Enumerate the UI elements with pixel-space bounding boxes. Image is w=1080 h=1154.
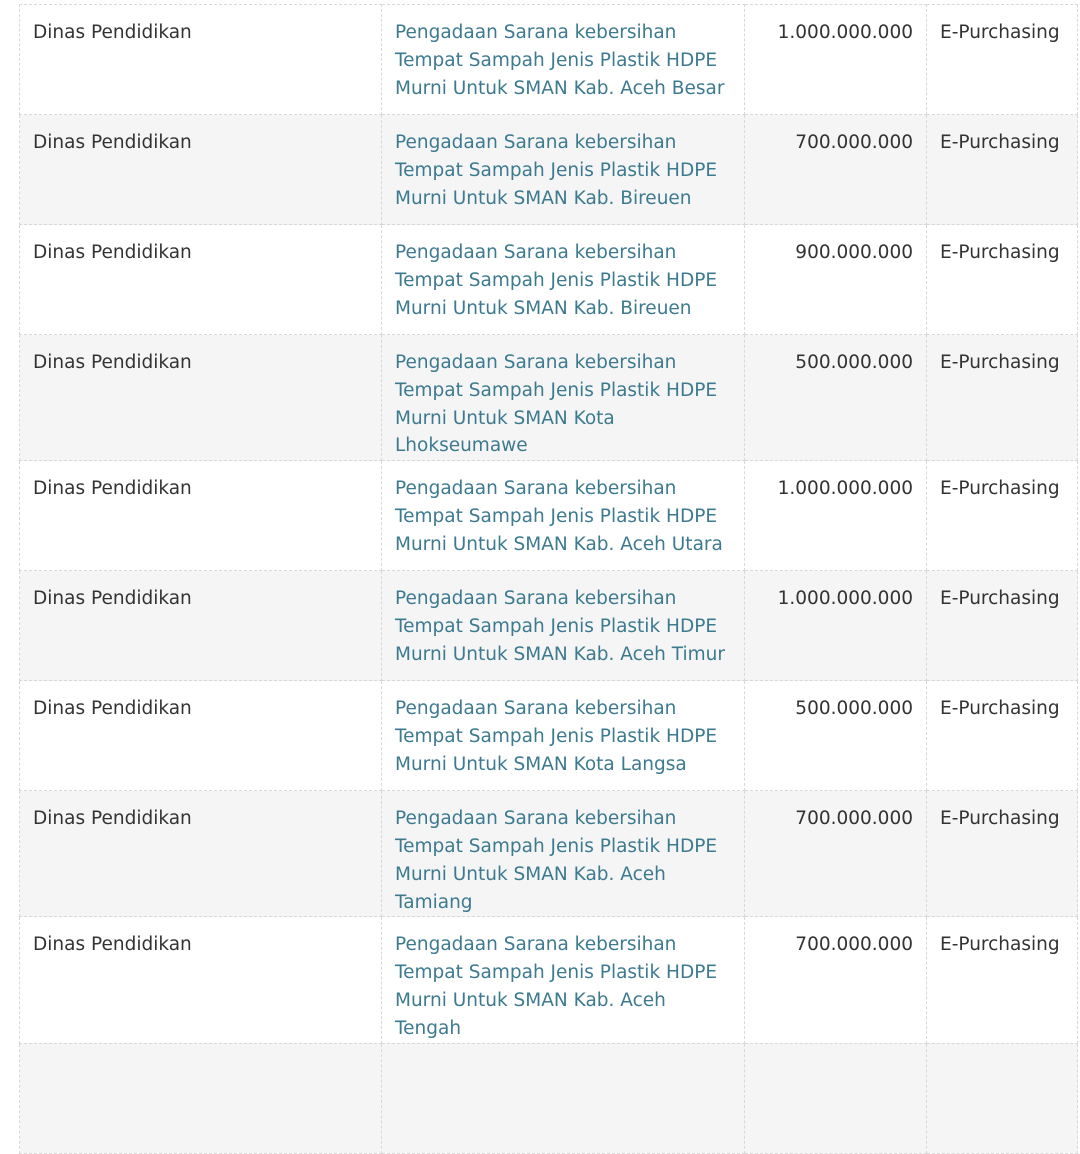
- unit-cell: Dinas Pendidikan: [19, 224, 382, 335]
- table-row: Dinas Pendidikan Pengadaan Sarana kebers…: [19, 680, 1078, 792]
- unit-cell: Dinas Pendidikan: [19, 114, 382, 225]
- title-cell: Pengadaan Sarana kebersihan Tempat Sampa…: [381, 916, 745, 1044]
- package-title-link[interactable]: Pengadaan Sarana kebersihan Tempat Sampa…: [395, 22, 725, 99]
- amount-cell: 1.000.000.000: [744, 4, 927, 115]
- title-cell: Pengadaan Sarana kebersihan Tempat Sampa…: [381, 460, 745, 572]
- table-row: Dinas Pendidikan Pengadaan Sarana kebers…: [19, 460, 1078, 572]
- unit-cell: Dinas Pendidikan: [19, 570, 382, 682]
- method-cell: [926, 1042, 1078, 1154]
- amount-cell: 500.000.000: [744, 680, 927, 792]
- procurement-table: Dinas Pendidikan Pengadaan Sarana kebers…: [19, 4, 1078, 1154]
- package-title-link[interactable]: Pengadaan Sarana kebersihan Tempat Sampa…: [395, 698, 718, 775]
- unit-cell: Dinas Pendidikan: [19, 460, 382, 572]
- table-row: [19, 1042, 1078, 1154]
- amount-cell: 500.000.000: [744, 333, 927, 462]
- method-cell: E-Purchasing: [926, 333, 1078, 462]
- package-title-link[interactable]: Pengadaan Sarana kebersihan Tempat Sampa…: [395, 478, 723, 555]
- title-cell: Pengadaan Sarana kebersihan Tempat Sampa…: [381, 224, 745, 335]
- title-cell: Pengadaan Sarana kebersihan Tempat Sampa…: [381, 570, 745, 682]
- amount-cell: 700.000.000: [744, 916, 927, 1044]
- package-title-link[interactable]: Pengadaan Sarana kebersihan Tempat Sampa…: [395, 132, 718, 209]
- method-cell: E-Purchasing: [926, 4, 1078, 115]
- package-title-link[interactable]: Pengadaan Sarana kebersihan Tempat Sampa…: [395, 588, 725, 665]
- title-cell: [381, 1042, 745, 1154]
- package-title-link[interactable]: Pengadaan Sarana kebersihan Tempat Sampa…: [395, 352, 718, 457]
- method-cell: E-Purchasing: [926, 916, 1078, 1044]
- table-row: Dinas Pendidikan Pengadaan Sarana kebers…: [19, 790, 1078, 918]
- amount-cell: 700.000.000: [744, 114, 927, 225]
- unit-cell: [19, 1042, 382, 1154]
- title-cell: Pengadaan Sarana kebersihan Tempat Sampa…: [381, 114, 745, 225]
- method-cell: E-Purchasing: [926, 224, 1078, 335]
- package-title-link[interactable]: Pengadaan Sarana kebersihan Tempat Sampa…: [395, 808, 718, 913]
- method-cell: E-Purchasing: [926, 460, 1078, 572]
- method-cell: E-Purchasing: [926, 790, 1078, 918]
- title-cell: Pengadaan Sarana kebersihan Tempat Sampa…: [381, 4, 745, 115]
- package-title-link[interactable]: Pengadaan Sarana kebersihan Tempat Sampa…: [395, 242, 718, 319]
- package-title-link[interactable]: Pengadaan Sarana kebersihan Tempat Sampa…: [395, 934, 718, 1039]
- table-row: Dinas Pendidikan Pengadaan Sarana kebers…: [19, 570, 1078, 682]
- method-cell: E-Purchasing: [926, 570, 1078, 682]
- amount-cell: 900.000.000: [744, 224, 927, 335]
- table-row: Dinas Pendidikan Pengadaan Sarana kebers…: [19, 333, 1078, 462]
- unit-cell: Dinas Pendidikan: [19, 4, 382, 115]
- method-cell: E-Purchasing: [926, 114, 1078, 225]
- unit-cell: Dinas Pendidikan: [19, 333, 382, 462]
- amount-cell: [744, 1042, 927, 1154]
- amount-cell: 1.000.000.000: [744, 460, 927, 572]
- table-row: Dinas Pendidikan Pengadaan Sarana kebers…: [19, 114, 1078, 225]
- amount-cell: 700.000.000: [744, 790, 927, 918]
- table-row: Dinas Pendidikan Pengadaan Sarana kebers…: [19, 224, 1078, 335]
- title-cell: Pengadaan Sarana kebersihan Tempat Sampa…: [381, 333, 745, 462]
- amount-cell: 1.000.000.000: [744, 570, 927, 682]
- unit-cell: Dinas Pendidikan: [19, 790, 382, 918]
- method-cell: E-Purchasing: [926, 680, 1078, 792]
- table-row: Dinas Pendidikan Pengadaan Sarana kebers…: [19, 916, 1078, 1044]
- title-cell: Pengadaan Sarana kebersihan Tempat Sampa…: [381, 680, 745, 792]
- table-row: Dinas Pendidikan Pengadaan Sarana kebers…: [19, 4, 1078, 115]
- title-cell: Pengadaan Sarana kebersihan Tempat Sampa…: [381, 790, 745, 918]
- unit-cell: Dinas Pendidikan: [19, 916, 382, 1044]
- unit-cell: Dinas Pendidikan: [19, 680, 382, 792]
